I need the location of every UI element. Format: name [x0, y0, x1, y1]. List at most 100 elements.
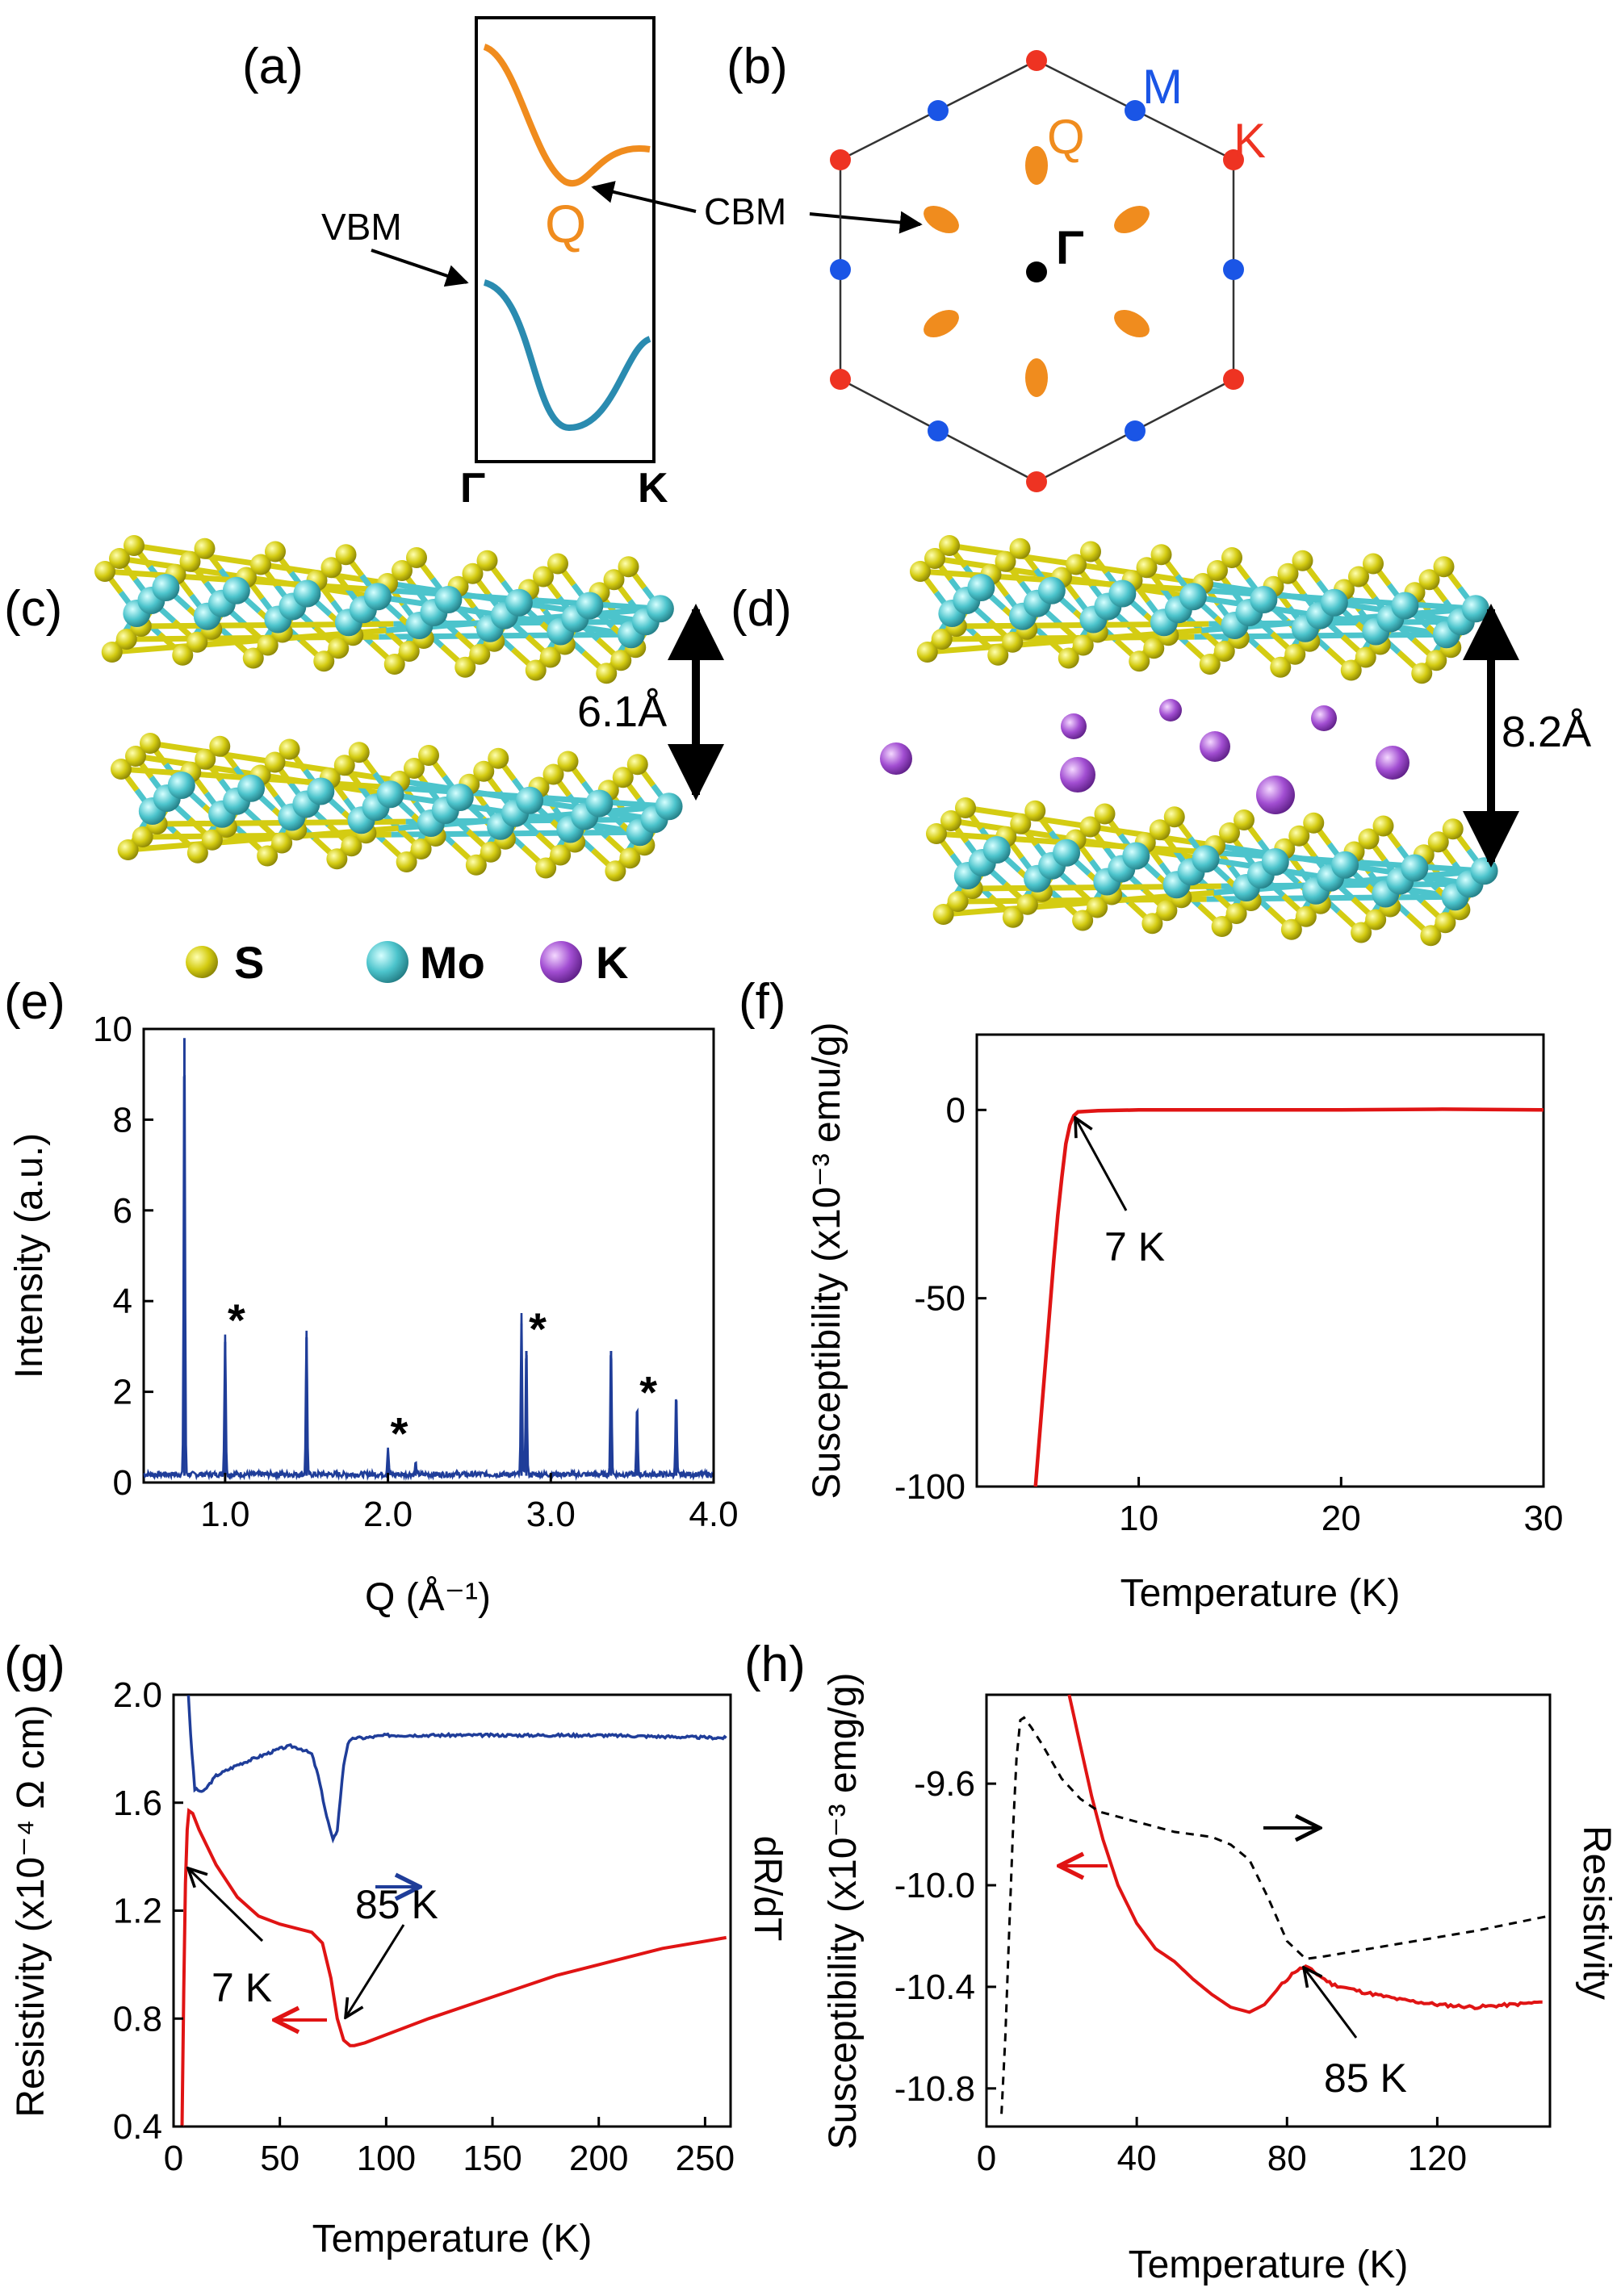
sulfur-atom — [1270, 656, 1292, 678]
potassium-atom — [1159, 699, 1182, 721]
y-ticks-f: -100 -50 0 — [894, 1090, 986, 1507]
vbm-arrow — [371, 249, 469, 287]
sulfur-atom — [125, 746, 146, 767]
molybdenum-atom — [655, 793, 683, 821]
x-ticks-e: 1.0 2.0 3.0 4.0 — [200, 1473, 739, 1534]
xrd-pattern-line — [143, 1074, 714, 1482]
sulfur-atom — [328, 638, 350, 659]
molybdenum-atom — [1179, 583, 1207, 611]
sulfur-atom — [396, 851, 417, 872]
sulfur-atom — [535, 857, 557, 879]
m-points — [830, 100, 1244, 441]
y-axis-label-e: Intensity (a.u.) — [8, 1133, 51, 1378]
sulfur-atom — [186, 842, 208, 864]
transition-arrow-g — [346, 1924, 405, 2018]
molybdenum-atom — [576, 592, 604, 620]
sulfur-atom — [947, 891, 969, 912]
cbm-arrow-b — [809, 211, 923, 234]
sulfur-atom — [1072, 634, 1094, 656]
q-valley-pocket — [924, 205, 959, 234]
molybdenum-atom — [222, 576, 250, 604]
sulfur-atom — [1284, 643, 1306, 665]
sulfur-atom — [1426, 650, 1447, 671]
k-point-dot — [1026, 471, 1047, 492]
sulfur-atom — [398, 641, 420, 662]
molybdenum-atom — [152, 574, 180, 601]
sulfur-atom — [94, 561, 115, 582]
x-tick-label: 80 — [1267, 2139, 1307, 2178]
molybdenum-atom — [1461, 595, 1489, 623]
sulfur-atom — [179, 550, 201, 572]
sulfur-atom-icon — [186, 946, 218, 978]
sulfur-legend-label: S — [234, 937, 264, 988]
sulfur-atom — [326, 848, 348, 870]
s-bond — [142, 831, 392, 840]
sulfur-atom — [619, 847, 641, 869]
sulfur-atom — [279, 738, 300, 760]
sulfur-atom — [469, 643, 491, 665]
gamma-point-label: Γ — [1056, 222, 1084, 274]
molybdenum-atom — [585, 789, 614, 818]
sulfur-atom — [1351, 922, 1372, 943]
sulfur-atom — [172, 644, 194, 666]
y-axis-label-h: Susceptibility (x10⁻³ emg/g) — [822, 1673, 865, 2150]
transition-arrow-h — [1304, 1968, 1358, 2039]
panel-b: (b) Γ M K Q — [727, 39, 1266, 492]
sulfur-atom — [462, 562, 484, 584]
x-tick-label: 120 — [1408, 2139, 1467, 2178]
y-tick-label: 2 — [113, 1373, 132, 1412]
impurity-star: * — [529, 1303, 547, 1354]
valence-band-curve — [483, 279, 651, 432]
sulfur-atom — [1280, 918, 1302, 940]
susceptibility-curve-h — [1067, 1694, 1543, 2014]
panel-label-f: (f) — [739, 974, 786, 1030]
sulfur-atom — [320, 557, 342, 579]
impurity-star: * — [639, 1367, 657, 1418]
x-axis-label-e: Q (Å⁻¹) — [365, 1576, 491, 1619]
x-ticks-g: 0 50 100 150 200 250 — [164, 2117, 735, 2178]
x-tick-label: 50 — [260, 2139, 299, 2178]
impurity-star: * — [228, 1294, 245, 1345]
y-tick-label: 10 — [93, 1010, 132, 1049]
s-bond — [128, 825, 399, 853]
molybdenum-atom — [1037, 576, 1066, 604]
sulfur-atom — [250, 554, 271, 575]
y-axis-label-g: Resistivity (x10⁻⁴ Ω cm) — [10, 1704, 52, 2117]
potassium-legend-label: K — [596, 937, 628, 988]
resistivity-curve — [180, 1808, 727, 2127]
s-bond — [126, 634, 379, 642]
y-axis-right-label-g: dR/dT — [746, 1836, 789, 1942]
panel-label-g: (g) — [4, 1637, 65, 1692]
sulfur-atom — [1340, 659, 1362, 681]
q-valley-pocket — [1025, 358, 1048, 397]
molybdenum-atom — [237, 774, 266, 802]
sulfur-atom — [257, 845, 279, 867]
s-bond — [943, 889, 1214, 918]
potassium-atom — [1311, 705, 1337, 731]
potassium-atom-icon — [540, 941, 582, 983]
molybdenum-atom — [1331, 851, 1359, 879]
k-point-dot — [830, 149, 851, 170]
sulfur-atom — [547, 553, 568, 575]
sulfur-atom — [1156, 900, 1178, 922]
sulfur-atom — [940, 810, 961, 831]
sulfur-atom — [955, 797, 976, 818]
molybdenum-atom — [293, 579, 321, 608]
k-point-dot — [1223, 149, 1244, 170]
y-axis-label-f: Susceptibility (x10⁻³ emu/g) — [806, 1023, 848, 1499]
sulfur-atom — [1418, 569, 1440, 591]
plot-frame-f — [975, 1033, 1545, 1488]
sulfur-atom — [1221, 547, 1242, 568]
panel-e: (e) * * * * 1.0 2.0 3.0 4.0 0 2 4 6 8 10 Q (Å⁻¹) In… — [4, 974, 739, 1619]
x-tick-label: 2.0 — [363, 1495, 413, 1534]
sulfur-atom — [335, 544, 357, 566]
sulfur-atom — [348, 742, 370, 763]
spacing-label-c: 6.1Å — [577, 688, 667, 736]
k-point-dot — [1223, 369, 1244, 390]
sulfur-atom — [1433, 556, 1455, 578]
molybdenum-atom — [1401, 854, 1429, 882]
sulfur-atom — [194, 537, 216, 559]
sulfur-atom — [201, 829, 223, 851]
panel-label-c: (c) — [4, 581, 62, 637]
sulfur-atom — [1288, 825, 1310, 847]
